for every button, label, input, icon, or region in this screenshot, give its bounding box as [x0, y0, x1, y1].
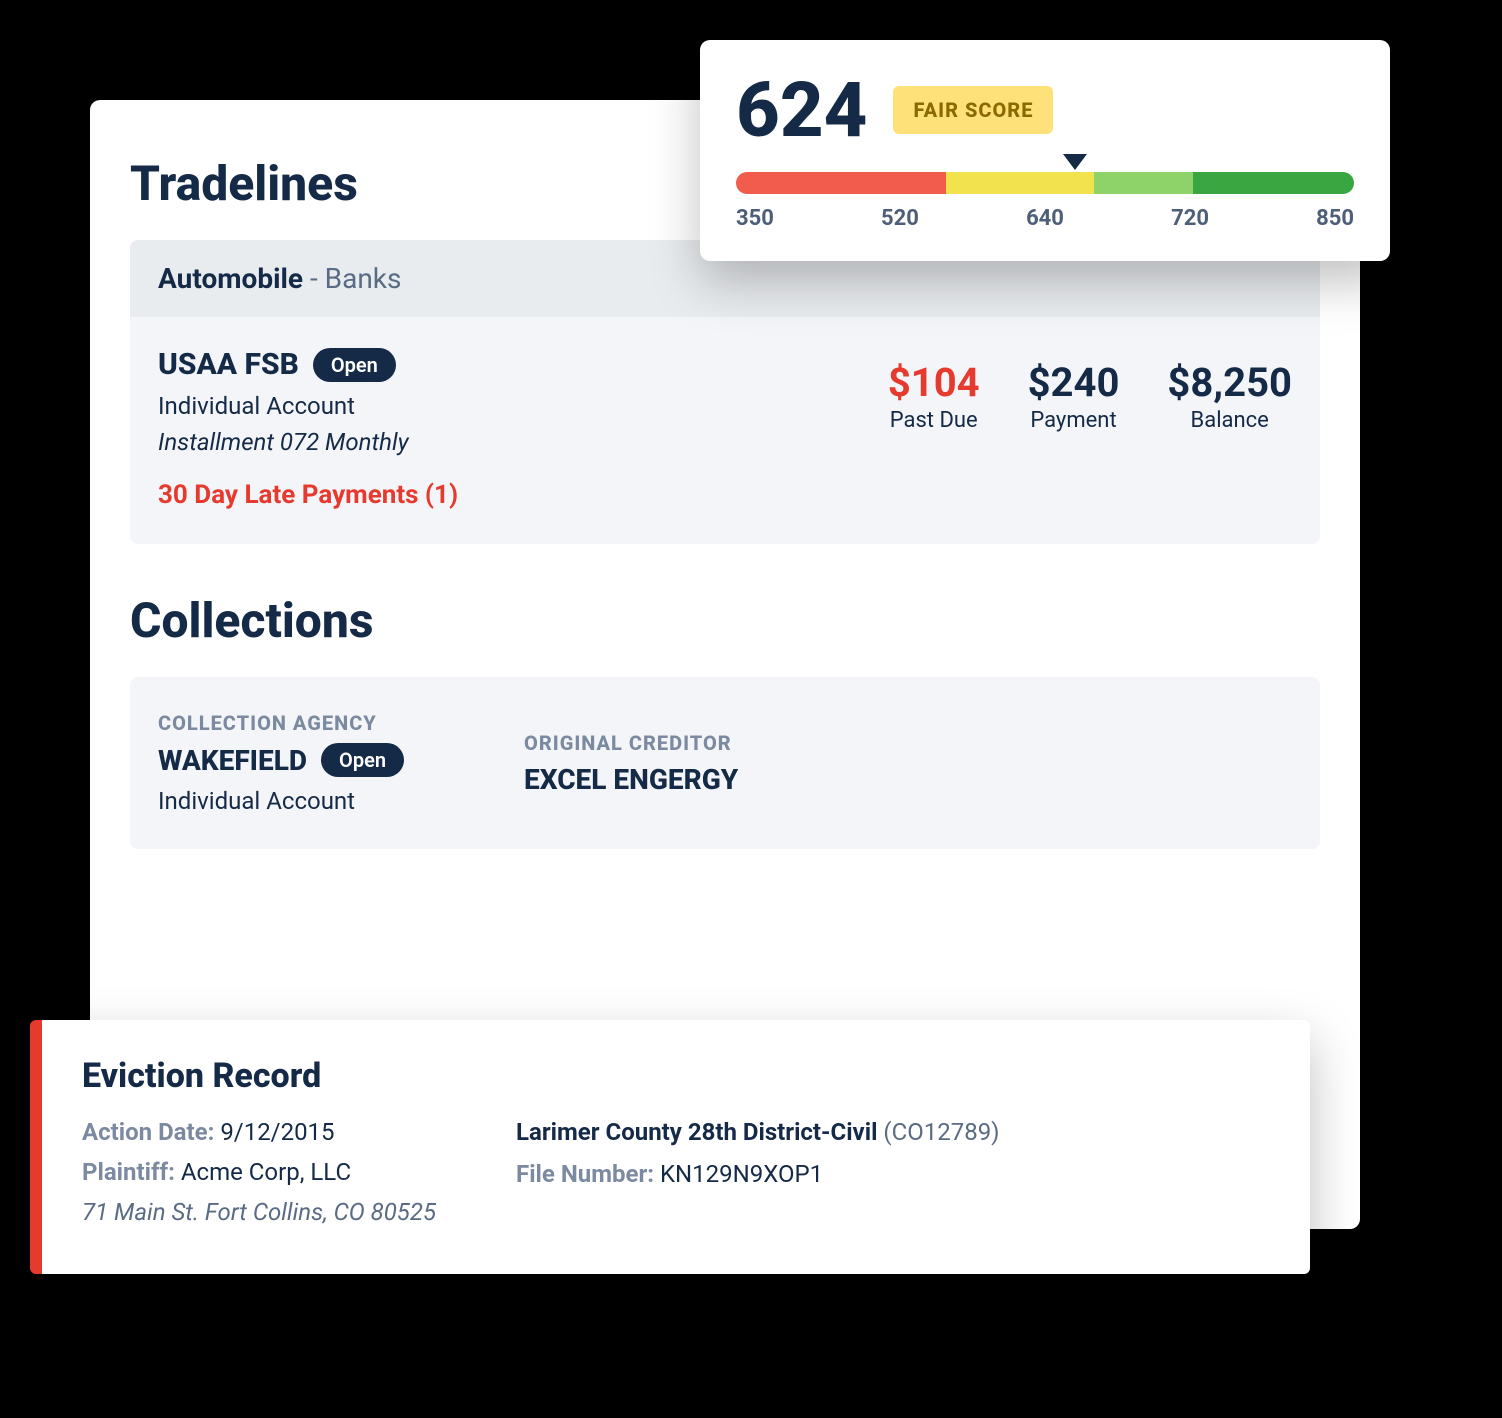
payment-label: Payment [1028, 408, 1120, 433]
past-due-label: Past Due [888, 408, 980, 433]
collections-title: Collections [130, 592, 1320, 649]
past-due-value: $104 [888, 359, 980, 406]
category-main: Automobile [158, 262, 303, 295]
collections-body: COLLECTION AGENCY WAKEFIELD Open Individ… [130, 677, 1320, 849]
collection-status-badge: Open [321, 743, 404, 777]
eviction-address: 71 Main St. Fort Collins, CO 80525 [82, 1198, 436, 1226]
plaintiff-value: Acme Corp, LLC [181, 1158, 351, 1186]
collection-agency-block: COLLECTION AGENCY WAKEFIELD Open Individ… [158, 711, 404, 815]
score-marker-icon [1063, 154, 1087, 170]
credit-score-card: 624 FAIR SCORE 350 520 640 720 850 [700, 40, 1390, 261]
court-name: Larimer County 28th District-Civil [516, 1118, 877, 1146]
score-value: 624 [736, 72, 867, 148]
balance-value: $8,250 [1167, 359, 1292, 406]
collection-agency-name: WAKEFIELD [158, 744, 307, 777]
score-badge: FAIR SCORE [893, 86, 1053, 134]
action-date-value: 9/12/2015 [220, 1118, 334, 1146]
metric-payment: $240 Payment [1028, 359, 1120, 433]
balance-label: Balance [1167, 408, 1292, 433]
court-ref: (CO12789) [883, 1118, 999, 1146]
eviction-title: Eviction Record [82, 1056, 1270, 1096]
score-tick: 640 [1026, 206, 1064, 231]
score-segment [946, 172, 1094, 194]
status-badge: Open [313, 348, 396, 382]
score-segment [1193, 172, 1354, 194]
eviction-right-col: Larimer County 28th District-Civil (CO12… [516, 1118, 1000, 1226]
score-bar-wrap [736, 172, 1354, 194]
collection-agency-label: COLLECTION AGENCY [158, 711, 404, 735]
score-segment [736, 172, 946, 194]
score-ticks: 350 520 640 720 850 [736, 206, 1354, 231]
score-tick: 350 [736, 206, 774, 231]
original-creditor-name: EXCEL ENGERGY [524, 763, 738, 796]
score-segment [1094, 172, 1193, 194]
account-type: Individual Account [158, 392, 888, 420]
score-tick: 850 [1316, 206, 1354, 231]
metric-balance: $8,250 Balance [1167, 359, 1292, 433]
plaintiff-label: Plaintiff: [82, 1158, 175, 1186]
tradeline-body: USAA FSB Open Individual Account Install… [130, 317, 1320, 544]
file-number-value: KN129N9XOP1 [660, 1160, 823, 1188]
eviction-record-card: Eviction Record Action Date: 9/12/2015 P… [30, 1020, 1310, 1274]
original-creditor-label: ORIGINAL CREDITOR [524, 731, 738, 755]
collection-account-type: Individual Account [158, 787, 404, 815]
category-sub: - Banks [303, 262, 401, 295]
eviction-left-col: Action Date: 9/12/2015 Plaintiff: Acme C… [82, 1118, 436, 1226]
score-tick: 720 [1171, 206, 1209, 231]
payment-value: $240 [1028, 359, 1120, 406]
installment-text: Installment 072 Monthly [158, 428, 888, 456]
late-payments-text: 30 Day Late Payments (1) [158, 480, 888, 510]
file-number-label: File Number: [516, 1160, 654, 1188]
creditor-name: USAA FSB [158, 347, 299, 382]
tradeline-left: USAA FSB Open Individual Account Install… [158, 347, 888, 510]
action-date-label: Action Date: [82, 1118, 214, 1146]
tradeline-metrics: $104 Past Due $240 Payment $8,250 Balanc… [888, 347, 1292, 433]
metric-past-due: $104 Past Due [888, 359, 980, 433]
score-bar [736, 172, 1354, 194]
score-tick: 520 [881, 206, 919, 231]
original-creditor-block: ORIGINAL CREDITOR EXCEL ENGERGY [524, 711, 738, 815]
